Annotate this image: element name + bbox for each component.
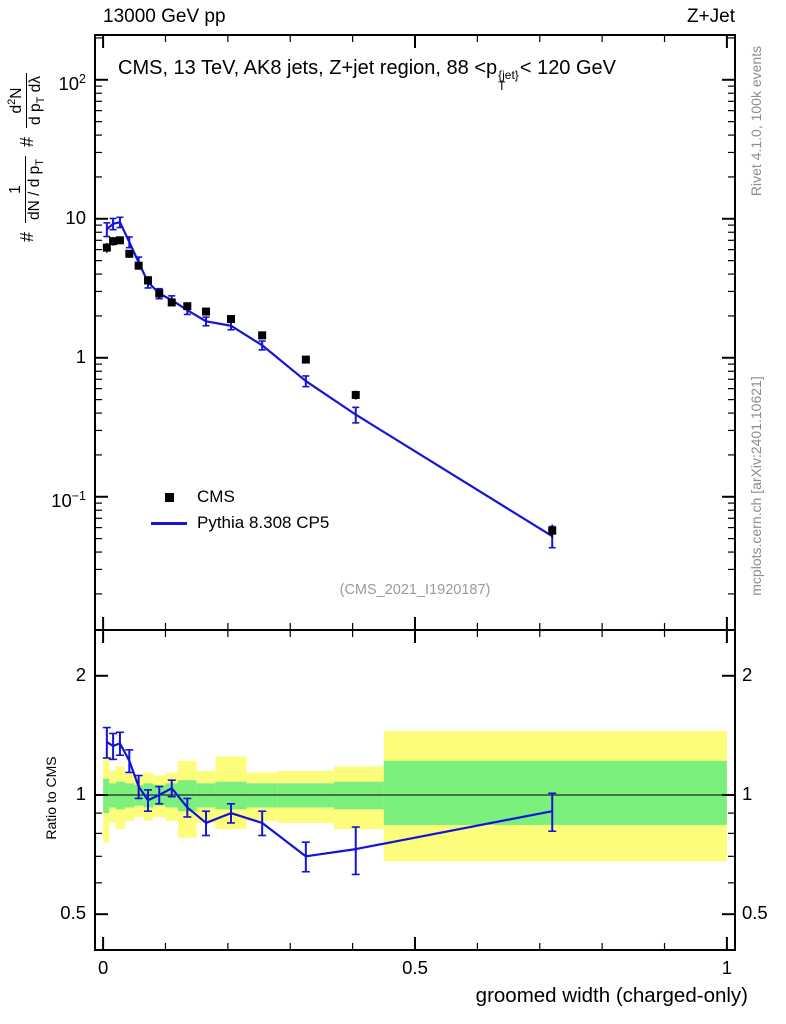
- pt-jet-supsub: {jet} T: [498, 68, 519, 94]
- process-label: Z+Jet: [686, 6, 735, 27]
- x-tick-label: 0: [97, 957, 109, 978]
- main-y-tick-label: 10: [65, 206, 86, 228]
- x-axis-title: groomed width (charged-only): [475, 984, 748, 1007]
- main-y-tick-label: 102: [58, 71, 86, 94]
- beam-energy-label: 13000 GeV pp: [103, 6, 226, 27]
- cms-marker-swatch: [147, 492, 191, 502]
- line-marker-icon: [151, 521, 187, 525]
- legend-item-cms: CMS: [147, 484, 329, 510]
- ratio-y-tick-label-right: 1: [742, 782, 753, 804]
- ratio-y-tick-label-right: 0.5: [742, 902, 768, 924]
- plot-title-text: CMS, 13 TeV, AK8 jets, Z+jet region, 88 …: [118, 57, 498, 79]
- x-tick-label: 1: [721, 957, 733, 978]
- rivet-version-watermark: Rivet 4.1.0, 100k events: [748, 45, 764, 197]
- cms-data-points: [102, 236, 557, 538]
- square-marker-icon: [164, 492, 174, 502]
- legend-item-pythia: Pythia 8.308 CP5: [147, 510, 329, 536]
- main-y-tick-label: 10−1: [51, 488, 86, 511]
- analysis-reference-label: (CMS_2021_I1920187): [339, 582, 491, 598]
- hash-symbol-2: #: [16, 136, 37, 147]
- legend: CMS Pythia 8.308 CP5: [147, 484, 329, 536]
- legend-label-pythia: Pythia 8.308 CP5: [197, 513, 330, 532]
- legend-label-cms: CMS: [197, 487, 235, 506]
- ratio-y-tick-label-left: 1: [75, 782, 86, 804]
- axis-ticks: [95, 35, 735, 950]
- pythia-line-swatch: [147, 521, 191, 525]
- x-tick-label: 0.5: [402, 957, 428, 978]
- main-y-tick-label: 1: [75, 345, 86, 367]
- plot-title: CMS, 13 TeV, AK8 jets, Z+jet region, 88 …: [118, 57, 724, 93]
- plot-title-suffix: < 120 GeV: [519, 57, 617, 79]
- ratio-y-tick-label-right: 2: [742, 663, 753, 685]
- mcplots-watermark: mcplots.cern.ch [arXiv:2401.10621]: [748, 376, 764, 596]
- ratio-series: [102, 726, 557, 876]
- ratio-y-tick-label-left: 0.5: [60, 902, 86, 924]
- main-frame: [94, 34, 736, 631]
- hash-symbol: #: [16, 232, 37, 243]
- ratio-y-tick-label-left: 2: [75, 663, 86, 685]
